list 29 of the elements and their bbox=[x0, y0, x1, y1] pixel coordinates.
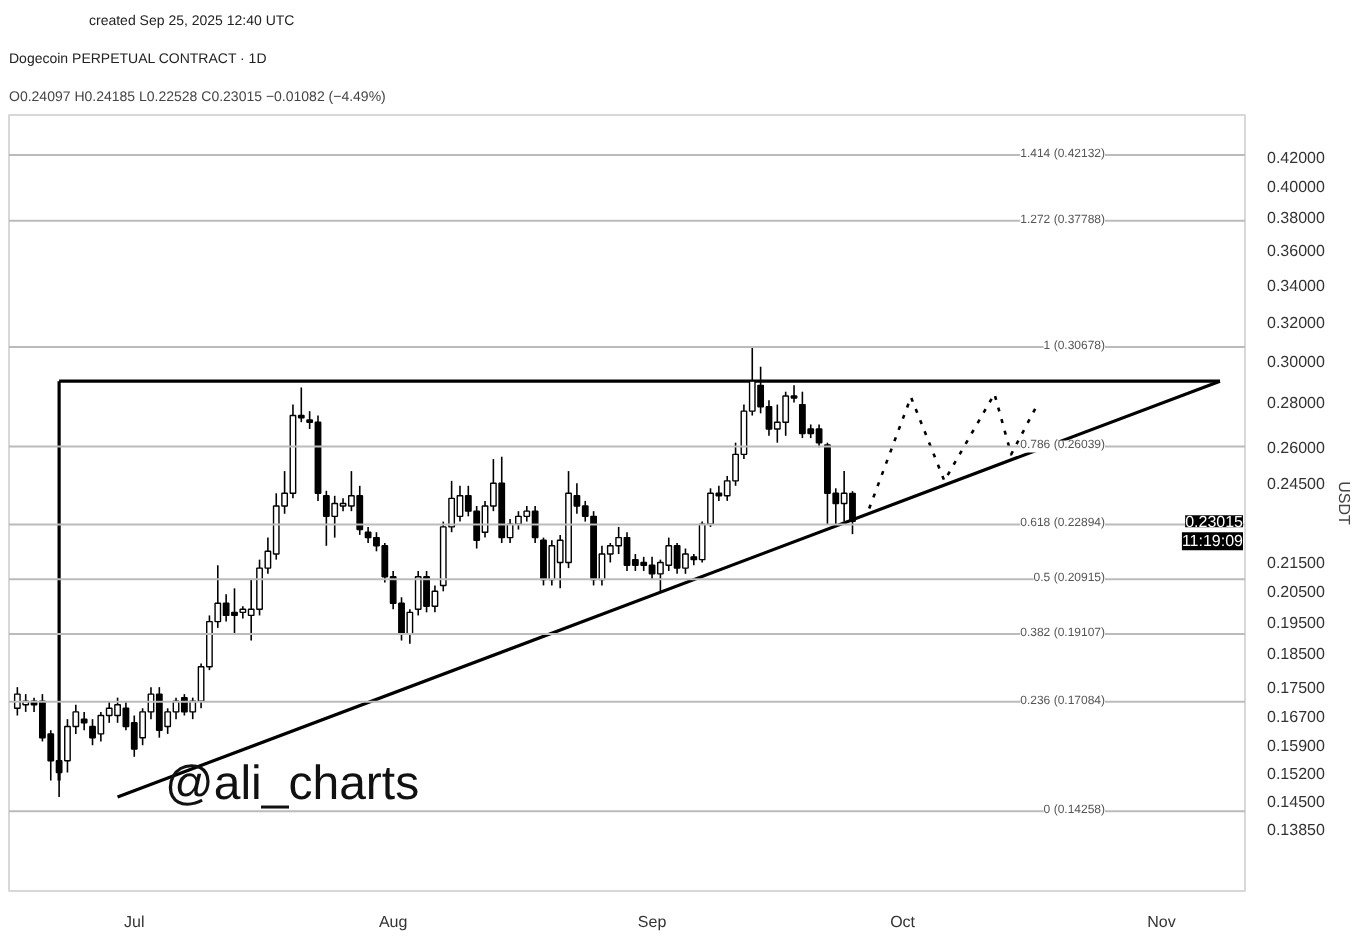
annotation: @ali_charts bbox=[165, 757, 420, 811]
y-tick-label: 0.13850 bbox=[1267, 820, 1326, 839]
annotation: 0.23015 bbox=[1185, 513, 1245, 532]
y-tick-label: 0.42000 bbox=[1267, 148, 1326, 167]
y-tick-label: 0.34000 bbox=[1267, 276, 1326, 295]
x-tick-label: Sep bbox=[637, 913, 668, 931]
x-tick-label: Oct bbox=[890, 913, 917, 931]
y-tick-label: 0.32000 bbox=[1267, 313, 1326, 332]
y-tick-label: 0.24500 bbox=[1267, 475, 1326, 494]
y-tick-label: 0.16700 bbox=[1267, 707, 1326, 726]
y-tick-label: 0.15900 bbox=[1267, 737, 1326, 756]
y-tick-label: 0.28000 bbox=[1267, 394, 1326, 413]
y-tick-label: 0.17500 bbox=[1267, 679, 1326, 698]
y-tick-label: 0.30000 bbox=[1267, 352, 1326, 371]
x-tick-label: Jul bbox=[124, 913, 145, 931]
y-axis-title: USDT bbox=[1334, 481, 1353, 525]
y-tick-label: 0.18500 bbox=[1267, 645, 1326, 664]
y-tick-label: 0.21500 bbox=[1267, 554, 1326, 573]
y-tick-label: 0.36000 bbox=[1267, 242, 1326, 261]
y-tick-label: 0.19500 bbox=[1267, 613, 1326, 632]
x-tick-label: Aug bbox=[378, 913, 408, 931]
x-tick-label: Nov bbox=[1147, 913, 1176, 931]
y-tick-label: 0.38000 bbox=[1267, 209, 1326, 228]
y-tick-label: 0.20500 bbox=[1267, 583, 1326, 602]
y-tick-label: 0.26000 bbox=[1267, 439, 1326, 458]
y-tick-label: 0.15200 bbox=[1267, 764, 1326, 783]
y-tick-label: 0.40000 bbox=[1267, 178, 1326, 197]
annotation: 11:19:09 bbox=[1181, 532, 1245, 551]
y-tick-label: 0.14500 bbox=[1267, 793, 1326, 812]
